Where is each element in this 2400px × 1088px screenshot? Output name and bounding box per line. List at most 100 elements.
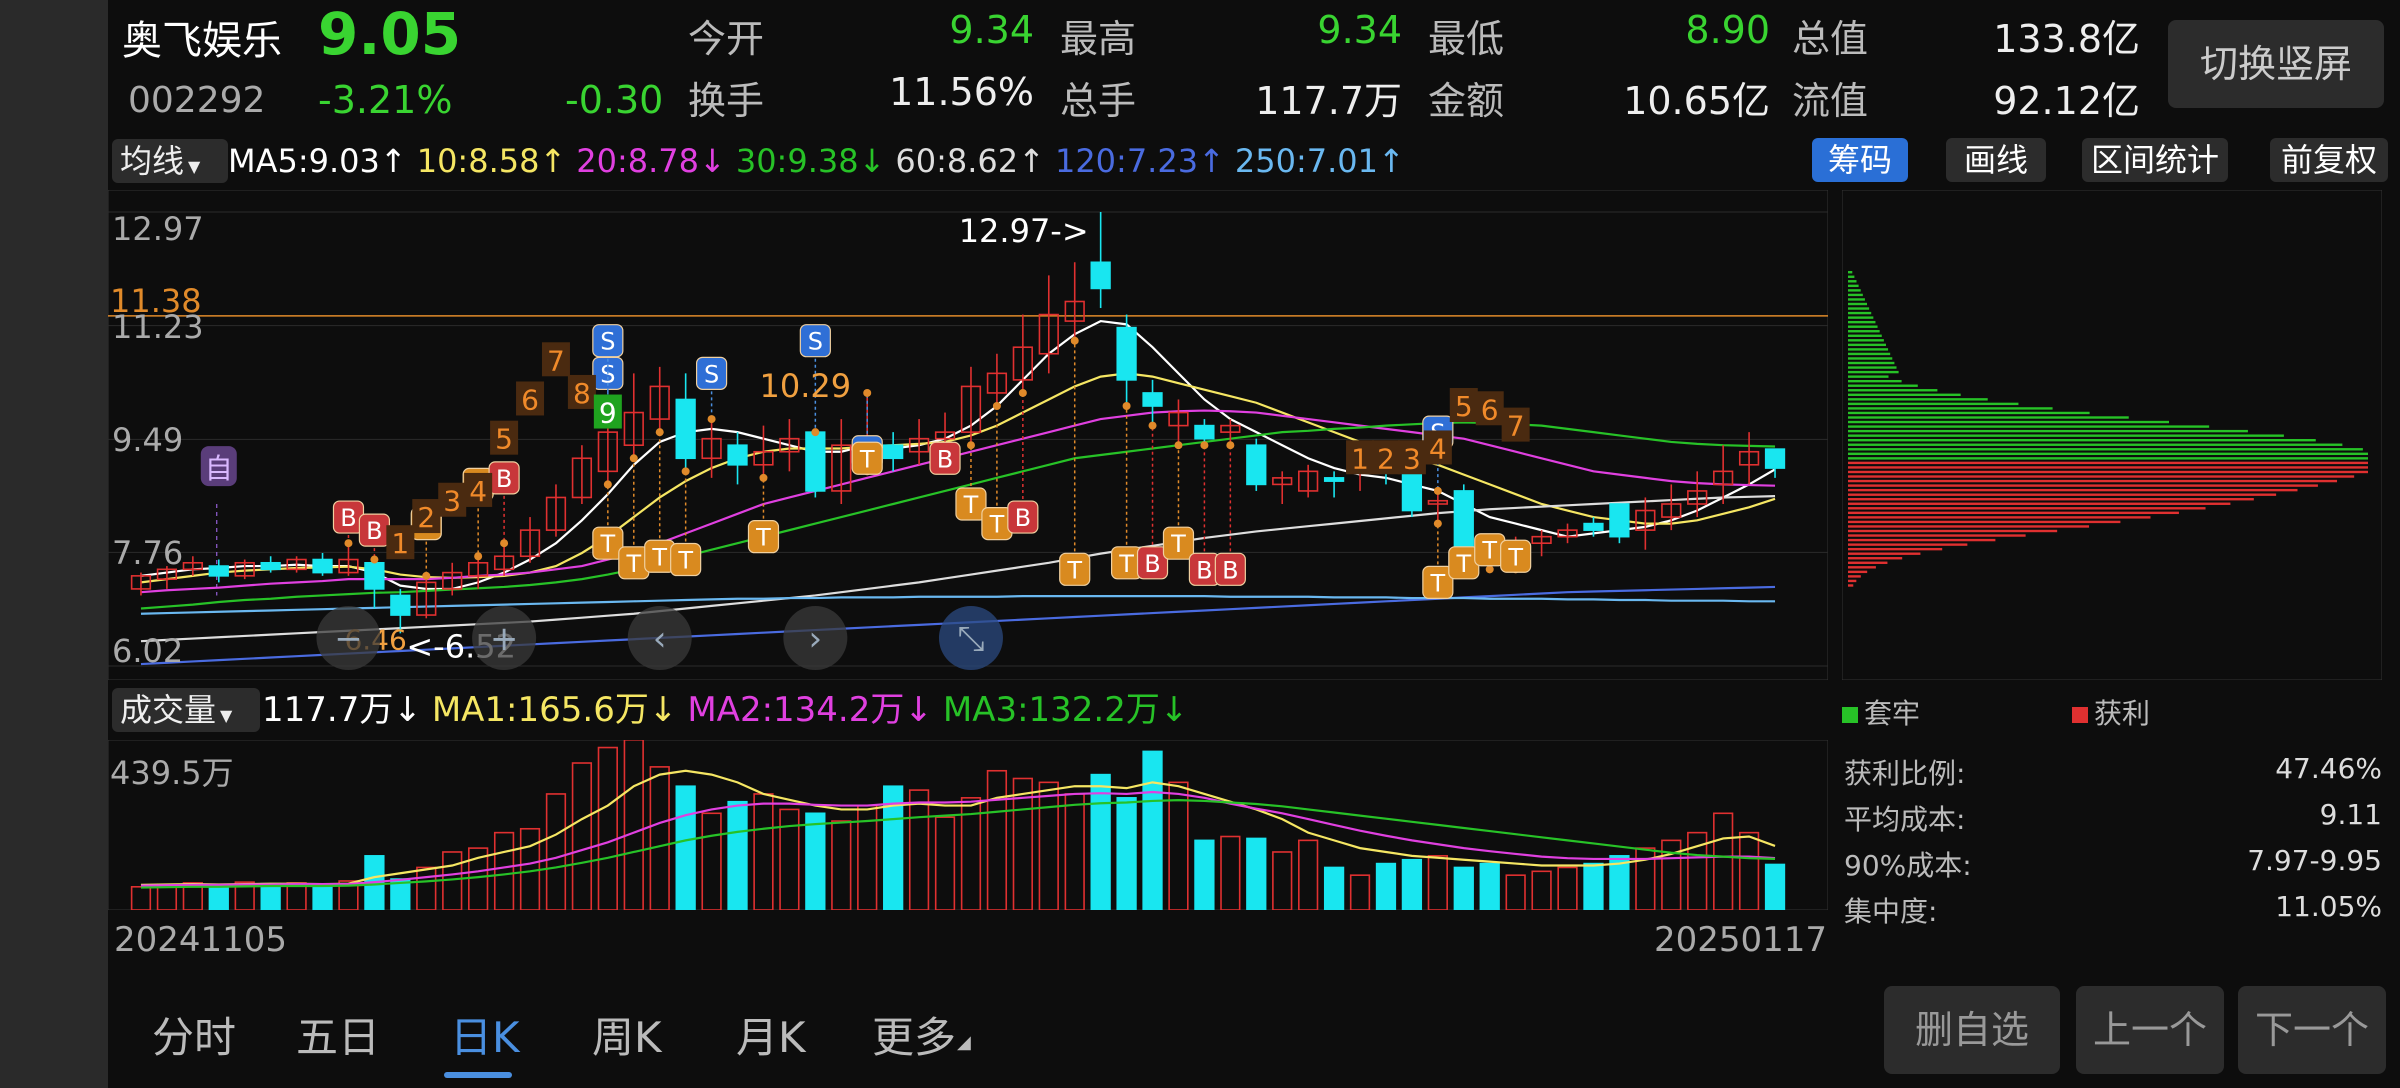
tab-4[interactable]: 月K (736, 1013, 806, 1062)
bottom-button-0[interactable]: 删自选 (1884, 986, 2060, 1074)
quote-value: 11.56% (889, 70, 1034, 114)
chip-bar (1848, 271, 1853, 274)
signal-text: T (651, 543, 667, 571)
volume-ma-value: MA1:165.6万↓ (431, 690, 678, 730)
chip-bar (1848, 379, 1902, 383)
chip-bar (1848, 384, 1918, 387)
chip-bar (1848, 461, 2368, 465)
chip-bar (1848, 357, 1893, 360)
switch-portrait-button[interactable]: 切换竖屏 (2168, 20, 2384, 108)
count-bg (1346, 440, 1375, 475)
signal-badge (1500, 539, 1532, 573)
candle-body (1609, 503, 1630, 538)
mid-annotation: 10.29 (759, 367, 851, 405)
chip-bar (1848, 280, 1857, 283)
count-marker: 6 (1475, 391, 1504, 426)
chip-bar (1848, 302, 1868, 306)
nav-circle (783, 606, 848, 670)
chip-bar (1848, 370, 1899, 374)
quote-label: 换手 (688, 79, 765, 123)
volume-ma-line-MA3 (140, 799, 1776, 889)
count-text: 6 (521, 383, 539, 416)
bottom-button-1[interactable]: 上一个 (2076, 986, 2224, 1074)
volume-bar (1505, 874, 1526, 910)
signal-badge (851, 441, 883, 475)
ma-value: MA5:9.03↑ (228, 142, 407, 180)
volume-bar (260, 882, 281, 910)
ma-line-MA5 (140, 319, 1776, 591)
chip-stat-label: 平均成本: (1844, 803, 1966, 836)
volume-bar (1323, 866, 1345, 910)
candle-body (1401, 470, 1423, 512)
ma-selector[interactable]: 均线 ▼ (112, 139, 228, 183)
signal-T: T (1422, 565, 1454, 599)
tab-3[interactable]: 周K (592, 1013, 662, 1062)
volume-bar (1713, 812, 1734, 910)
tool-button-1[interactable]: 画线 (1946, 138, 2046, 182)
volume-bar (156, 884, 178, 910)
zoom-in-icon[interactable]: + (472, 606, 537, 670)
volume-bar (908, 789, 930, 910)
volume-bar (701, 812, 722, 910)
volume-ma-value: MA2:134.2万↓ (687, 690, 933, 730)
signal-dot (1148, 421, 1157, 430)
signal-badge (670, 542, 702, 577)
ma-value: 30:9.38↓ (735, 142, 886, 180)
tool-button-0[interactable]: 筹码 (1812, 138, 1908, 182)
chip-stat-label: 90%成本: (1844, 849, 1972, 882)
tool-button-3[interactable]: 前复权 (2270, 138, 2388, 182)
zoom-out-icon[interactable]: − (316, 606, 381, 670)
collapse-icon[interactable]: ⤡ (938, 606, 1003, 670)
candle-body (1635, 509, 1656, 531)
volume-bar (416, 866, 437, 910)
candle-body (701, 437, 722, 460)
volume-bar (1220, 835, 1241, 910)
chip-bar (1848, 543, 1968, 546)
signal-badge (592, 324, 624, 358)
price-tick: 12.97 (112, 210, 204, 248)
count-bg (593, 394, 622, 429)
chip-bar (1848, 470, 2368, 474)
tab-0[interactable]: 分时 (152, 1013, 237, 1062)
tab-5[interactable]: 更多 (872, 1013, 957, 1062)
volume-bar (649, 766, 670, 910)
candle-body (1531, 535, 1552, 544)
count-bg (567, 374, 596, 409)
change-pct: -3.21% (318, 78, 453, 122)
chevron-down-icon: ▼ (188, 157, 201, 176)
tab-1[interactable]: 五日 (296, 1013, 381, 1062)
signal-T: T (747, 520, 780, 554)
signal-text: T (963, 491, 979, 519)
chip-bar (1848, 416, 2129, 419)
candle-body (1713, 470, 1734, 486)
signal-B: B (488, 461, 520, 495)
volume-chart[interactable] (108, 740, 1828, 910)
scroll-right-icon[interactable]: › (783, 606, 848, 670)
signal-dot (759, 473, 768, 482)
candle-body (1090, 261, 1111, 290)
chip-bar (1848, 561, 1888, 564)
signal-T: T (955, 487, 987, 521)
kline-chart[interactable]: BBTTBSSTTTTSTSSTBTTBTTBTBBSTTTT123456789… (108, 190, 1828, 680)
bottom-button-2[interactable]: 下一个 (2238, 986, 2386, 1074)
signal-text: T (677, 547, 693, 575)
quote-label: 最高 (1060, 17, 1137, 61)
count-text: 3 (1403, 442, 1421, 475)
volume-bar (779, 808, 800, 910)
chip-bar (1848, 348, 1889, 351)
chip-bar (1848, 275, 1855, 278)
quote-value: 9.34 (949, 8, 1034, 52)
chip-bar (1848, 343, 1886, 347)
chevron-down-icon: ▼ (220, 706, 233, 725)
count-marker: 5 (1449, 388, 1478, 423)
tool-button-2[interactable]: 区间统计 (2082, 138, 2228, 182)
volume-bar (727, 800, 748, 910)
volume-selector[interactable]: 成交量 ▼ (112, 688, 260, 732)
tab-2[interactable]: 日K (450, 1013, 520, 1062)
candle-body (1661, 503, 1682, 518)
signal-text: B (496, 465, 512, 493)
candle-body (831, 444, 852, 492)
scroll-left-icon[interactable]: ‹ (627, 606, 692, 670)
signal-text: B (1015, 504, 1031, 532)
chip-bar (1848, 525, 2090, 528)
